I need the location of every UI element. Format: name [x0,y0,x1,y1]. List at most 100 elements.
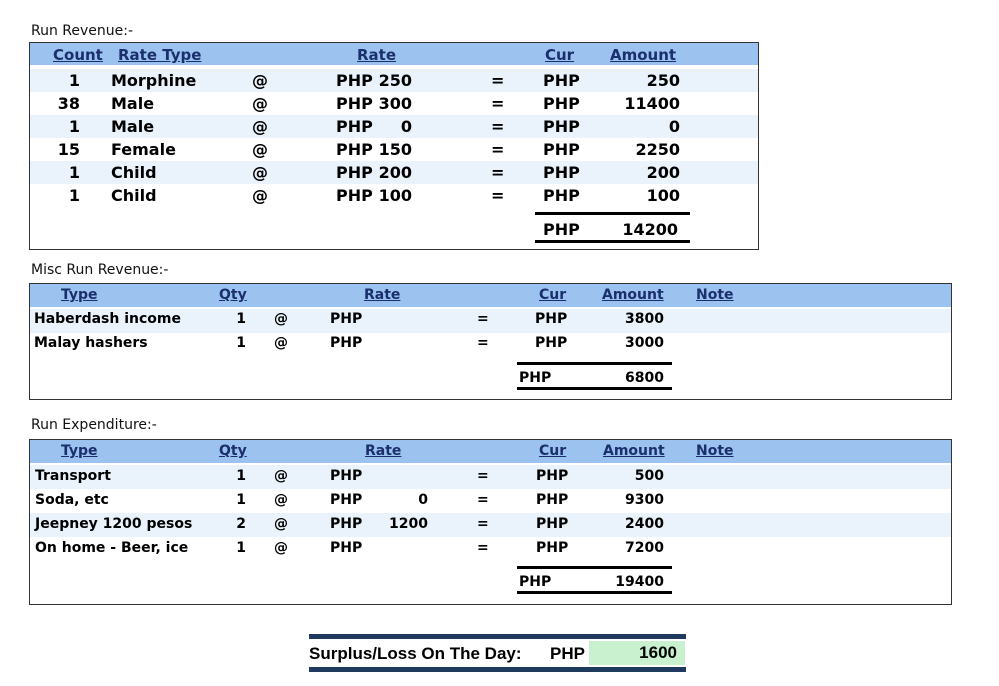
cell-at: @ [274,516,288,532]
cell-at: @ [274,540,288,556]
cell-at: @ [274,335,288,351]
total-currency: PHP [519,370,552,386]
misc-revenue-title: Misc Run Revenue:- [31,262,169,278]
cell-currency: PHP [536,516,569,532]
cell-currency: PHP [543,117,580,136]
cell-rate: 1200 [389,516,428,532]
header-rate: Rate [364,287,401,303]
cell-currency: PHP [543,71,580,90]
header-type: Type [61,443,98,459]
cell-rate-type: Female [111,140,176,159]
cell-equals: = [477,335,489,351]
cell-currency: PHP [543,94,580,113]
header-note: Note [696,443,734,459]
cell-amount: 500 [634,468,664,484]
cell-qty: 1 [236,540,246,556]
total-rule [517,566,672,569]
cell-equals: = [477,492,489,508]
header-amount: Amount [610,46,677,64]
total-rule [535,212,690,215]
cell-rate-currency: PHP [336,117,373,136]
cell-amount: 7200 [625,540,664,556]
expenditure-header: Type Qty Rate Cur Amount Note [30,440,951,463]
cell-type: Haberdash income [34,311,181,327]
cell-currency: PHP [536,540,569,556]
misc-revenue-header: Type Qty Rate Cur Amount Note [30,284,951,307]
header-rate: Rate [365,443,402,459]
cell-rate-type: Child [111,186,157,205]
surplus-currency: PHP [550,644,585,663]
header-note: Note [696,287,734,303]
cell-rate-currency: PHP [330,468,363,484]
cell-at: @ [252,140,268,159]
cell-type: On home - Beer, ice [35,540,189,556]
cell-count: 15 [57,140,80,159]
run-revenue-table: Count Rate Type Rate Cur Amount 1 Morphin… [29,42,759,250]
header-count: Count [53,46,103,64]
cell-count: 1 [68,71,80,90]
header-qty: Qty [219,443,247,459]
cell-equals: = [477,516,489,532]
table-row: Jeepney 1200 pesos 2 @ PHP 1200 = PHP 2400 [30,513,951,537]
cell-type: Jeepney 1200 pesos [35,516,193,532]
cell-currency: PHP [543,186,580,205]
cell-rate-type: Male [111,117,155,136]
table-row: 15 Female @ PHP 150 = PHP 2250 [30,138,758,161]
cell-rate-currency: PHP [330,492,363,508]
cell-currency: PHP [543,163,580,182]
cell-rate-currency: PHP [336,163,373,182]
cell-equals: = [477,540,489,556]
cell-type: Transport [35,468,111,484]
total-amount: 19400 [615,574,664,590]
cell-amount: 2250 [635,140,680,159]
cell-rate-currency: PHP [330,335,363,351]
table-row: 38 Male @ PHP 300 = PHP 11400 [30,92,758,115]
table-row: On home - Beer, ice 1 @ PHP = PHP 7200 [30,537,951,561]
expenditure-table: Type Qty Rate Cur Amount Note Transport 1… [29,439,952,605]
total-amount: 14200 [622,220,678,239]
table-row: 1 Child @ PHP 100 = PHP 100 [30,184,758,207]
cell-currency: PHP [536,492,569,508]
cell-equals: = [491,186,505,205]
cell-currency: PHP [543,140,580,159]
cell-rate: 250 [378,71,412,90]
cell-qty: 1 [236,468,246,484]
cell-qty: 1 [236,311,246,327]
cell-rate-currency: PHP [336,186,373,205]
cell-at: @ [252,94,268,113]
cell-rate: 0 [418,492,428,508]
cell-currency: PHP [535,335,568,351]
surplus-bar: Surplus/Loss On The Day: PHP 1600 [309,634,686,672]
cell-amount: 250 [646,71,680,90]
header-cur: Cur [545,46,575,64]
cell-rate-type: Male [111,94,155,113]
header-cur: Cur [539,287,567,303]
cell-amount: 2400 [625,516,664,532]
total-rule [517,362,672,365]
cell-rate-currency: PHP [336,140,373,159]
cell-qty: 1 [236,492,246,508]
cell-currency: PHP [536,468,569,484]
surplus-label: Surplus/Loss On The Day: [309,644,522,663]
table-row: 1 Child @ PHP 200 = PHP 200 [30,161,758,184]
total-currency: PHP [543,220,580,239]
cell-amount: 0 [668,117,680,136]
cell-rate-type: Child [111,163,157,182]
cell-equals: = [477,311,489,327]
total-amount: 6800 [625,370,664,386]
cell-at: @ [274,468,288,484]
cell-rate: 200 [378,163,412,182]
cell-count: 1 [68,117,80,136]
cell-at: @ [252,71,268,90]
cell-count: 38 [57,94,80,113]
cell-rate-currency: PHP [330,311,363,327]
cell-at: @ [274,492,288,508]
cell-amount: 9300 [625,492,664,508]
table-row: Soda, etc 1 @ PHP 0 = PHP 9300 [30,489,951,513]
cell-equals: = [491,140,505,159]
header-cur: Cur [539,443,567,459]
cell-amount: 3000 [625,335,664,351]
table-row: Malay hashers 1 @ PHP = PHP 3000 [30,333,951,357]
table-row: Haberdash income 1 @ PHP = PHP 3800 [30,309,951,333]
cell-equals: = [491,117,505,136]
